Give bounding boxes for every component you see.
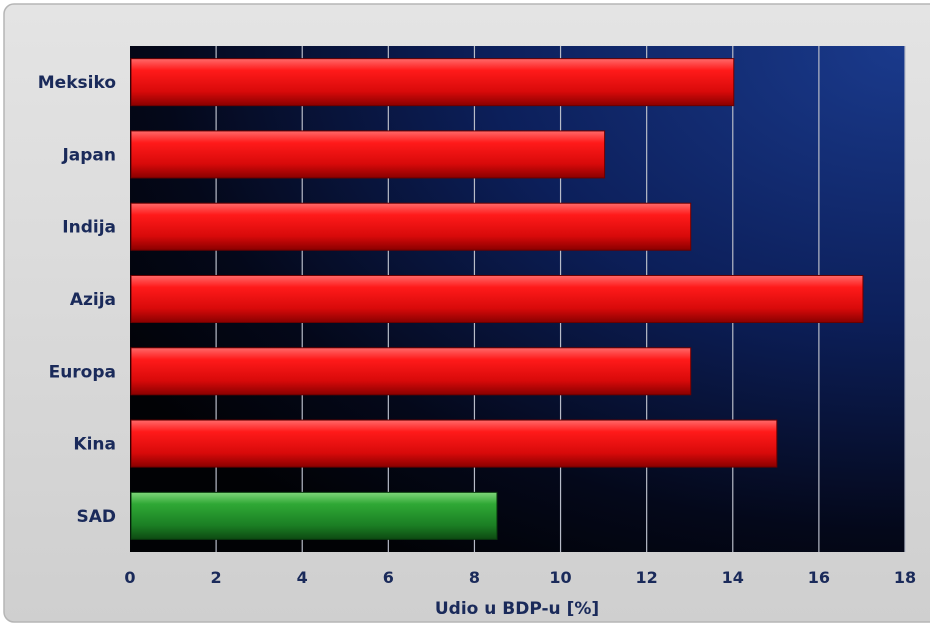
x-tick-label-10: 10 <box>549 568 571 587</box>
bar-indija <box>130 202 692 251</box>
bar-kina <box>130 419 778 468</box>
bar-meksiko <box>130 58 735 107</box>
category-label-japan: Japan <box>61 145 116 165</box>
bar-azija <box>130 275 864 323</box>
x-axis-label: Udio u BDP-u [%] <box>435 599 599 619</box>
x-tick-label-6: 6 <box>383 568 394 587</box>
category-label-meksiko: Meksiko <box>38 73 116 93</box>
category-label-kina: Kina <box>73 435 116 455</box>
category-label-sad: SAD <box>76 507 116 527</box>
bar-japan <box>130 130 606 179</box>
x-tick-label-4: 4 <box>297 568 308 587</box>
category-label-europa: Europa <box>49 362 116 382</box>
category-label-indija: Indija <box>62 218 116 238</box>
x-tick-label-2: 2 <box>211 568 222 587</box>
bar-sad <box>130 491 498 540</box>
bar-europa <box>130 347 692 396</box>
bars <box>130 58 864 540</box>
x-tick-label-0: 0 <box>124 568 135 587</box>
x-tick-label-8: 8 <box>469 568 480 587</box>
category-label-azija: Azija <box>70 290 116 310</box>
x-tick-label-14: 14 <box>722 568 744 587</box>
x-tick-label-12: 12 <box>636 568 658 587</box>
x-tick-label-16: 16 <box>808 568 830 587</box>
x-tick-labels: 0 2 4 6 8 10 12 14 16 18 <box>124 568 916 587</box>
category-labels: Meksiko Japan Indija Azija Europa Kina SAD <box>38 73 116 527</box>
x-tick-label-18: 18 <box>894 568 916 587</box>
